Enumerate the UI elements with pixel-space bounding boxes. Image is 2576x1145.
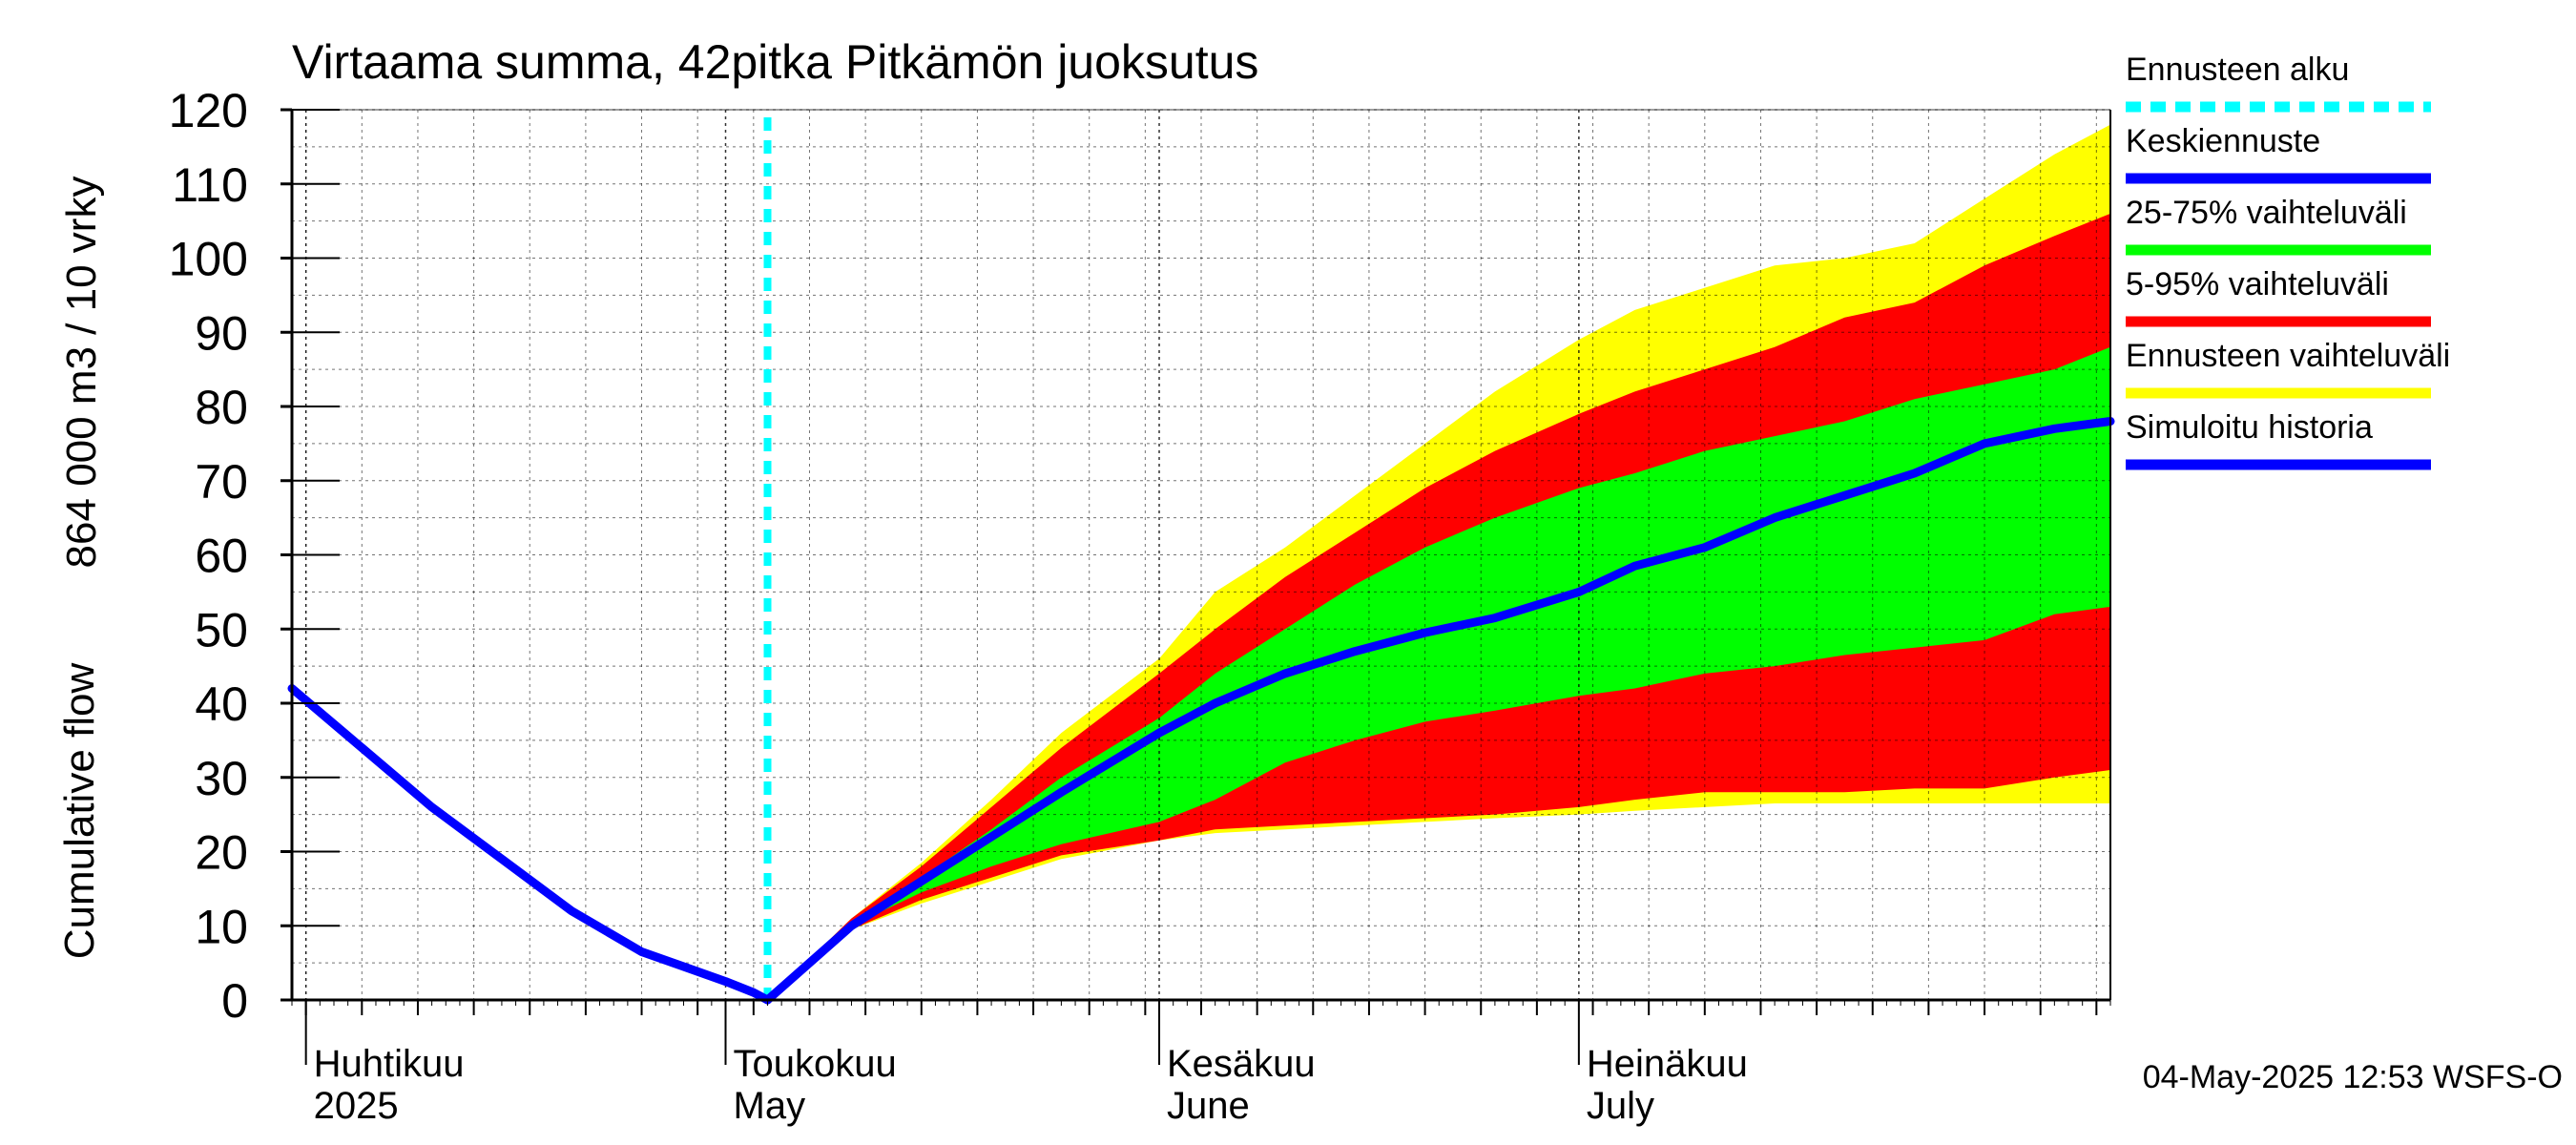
- median-line: [763, 417, 2115, 1005]
- legend-label: 25-75% vaihteluväli: [2126, 195, 2407, 231]
- legend-label: Keskiennuste: [2126, 123, 2320, 159]
- y-tick-label: 100: [169, 233, 248, 286]
- y-tick-label: 80: [195, 381, 248, 434]
- month-label: Toukokuu: [734, 1043, 897, 1085]
- month-label: Huhtikuu: [314, 1043, 465, 1085]
- y-tick-label: 0: [221, 974, 248, 1028]
- legend-label: Simuloitu historia: [2126, 409, 2373, 446]
- y-tick-label: 20: [195, 826, 248, 880]
- y-tick-label: 40: [195, 677, 248, 731]
- month-sublabel: May: [734, 1085, 806, 1127]
- legend-label: 5-95% vaihteluväli: [2126, 266, 2389, 302]
- band-layer: [767, 124, 2110, 1001]
- legend-label: Ennusteen alku: [2126, 52, 2349, 88]
- y-tick-label: 10: [195, 900, 248, 953]
- band-25-75: [767, 346, 2110, 1000]
- chart-title: Virtaama summa, 42pitka Pitkämön juoksut…: [292, 35, 1258, 89]
- month-label: Heinäkuu: [1587, 1043, 1748, 1085]
- y-tick-label: 120: [169, 84, 248, 137]
- axis-layer: 0 10 20 30 40 50 60 70 80 90 100 110 120 Huhtikuu2025…: [169, 84, 2111, 1127]
- month-sublabel: June: [1167, 1085, 1250, 1127]
- grid-layer: [292, 109, 2110, 1000]
- y-tick-label: 70: [195, 455, 248, 509]
- y-tick-label: 110: [172, 158, 248, 212]
- month-label: Kesäkuu: [1167, 1043, 1316, 1085]
- legend-label: Ennusteen vaihteluväli: [2126, 338, 2450, 374]
- month-sublabel: July: [1587, 1085, 1654, 1127]
- y-axis-label-title: Cumulative flow: [56, 663, 103, 960]
- y-axis-label-units: 864 000 m3 / 10 vrky: [58, 177, 105, 569]
- y-tick-label: 90: [195, 306, 248, 360]
- legend: Ennusteen alku Keskiennuste 25-75% vaihtel…: [2126, 52, 2450, 470]
- history-line: [287, 684, 772, 1005]
- y-tick-label: 50: [195, 603, 248, 656]
- y-tick-label: 30: [195, 752, 248, 805]
- y-tick-label: 60: [195, 530, 248, 583]
- footer-timestamp: 04-May-2025 12:53 WSFS-O: [2143, 1059, 2563, 1095]
- month-sublabel: 2025: [314, 1085, 399, 1127]
- line-layer: [287, 117, 2115, 1005]
